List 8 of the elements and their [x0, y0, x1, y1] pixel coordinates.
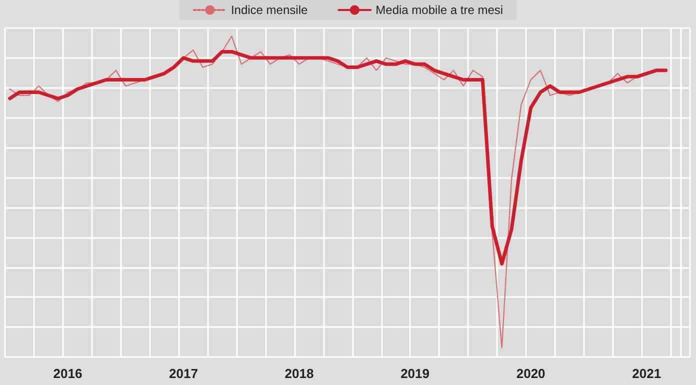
x-tick-label: 2017 — [169, 366, 198, 381]
x-tick-label: 2018 — [284, 366, 314, 381]
legend-label: Media mobile a tre mesi — [376, 3, 504, 17]
x-tick-label: 2019 — [400, 366, 430, 381]
x-tick-label: 2020 — [516, 366, 546, 381]
legend-label: Indice mensile — [230, 3, 308, 17]
x-tick-label: 2021 — [632, 366, 662, 381]
x-tick-label: 2016 — [53, 366, 82, 381]
